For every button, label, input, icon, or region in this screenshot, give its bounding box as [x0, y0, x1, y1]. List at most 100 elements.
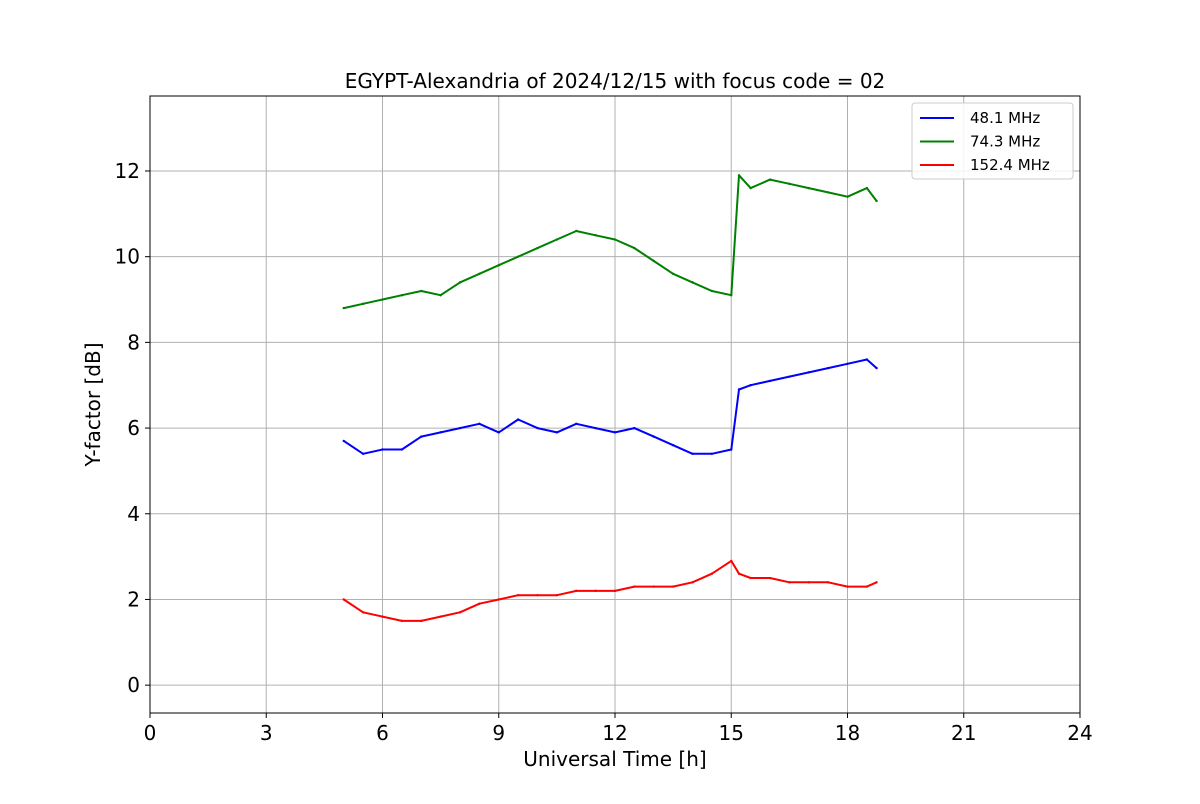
data-point — [768, 379, 772, 383]
data-point — [671, 585, 675, 588]
data-point — [788, 375, 791, 378]
y-tick-label: 6 — [127, 416, 140, 440]
legend-entries: 48.1 MHz 74.3 MHz 152.4 MHz — [920, 109, 1050, 174]
data-point — [691, 281, 694, 284]
data-point — [516, 418, 520, 421]
data-point — [342, 306, 345, 310]
data-point — [846, 585, 849, 588]
data-point — [400, 294, 404, 297]
data-point — [737, 572, 741, 575]
x-tick-label: 6 — [376, 721, 389, 745]
data-point — [613, 238, 617, 241]
legend-label-0: 48.1 MHz — [970, 109, 1040, 127]
legend-label-2: 152.4 MHz — [970, 156, 1050, 174]
series-line-2 — [343, 559, 878, 622]
data-point — [575, 229, 578, 233]
data-point — [613, 431, 617, 434]
data-point — [875, 199, 878, 203]
grid-lines — [149, 96, 1081, 713]
data-point — [458, 281, 462, 284]
y-tick-label: 0 — [127, 673, 140, 697]
data-point — [381, 448, 384, 451]
data-point — [768, 178, 772, 181]
data-point — [865, 186, 869, 190]
x-tick-label: 15 — [719, 721, 744, 745]
data-point — [737, 174, 741, 177]
data-point — [826, 581, 830, 584]
data-point — [536, 426, 539, 430]
data-point — [342, 439, 345, 443]
data-point — [788, 581, 791, 584]
data-point — [439, 615, 442, 618]
data-point — [691, 581, 694, 584]
data-point — [536, 246, 539, 250]
data-point — [575, 589, 578, 593]
data-point — [516, 255, 520, 258]
data-point — [652, 585, 655, 588]
legend: 48.1 MHz 74.3 MHz 152.4 MHz — [911, 102, 1074, 180]
data-point — [633, 585, 636, 588]
data-point — [342, 598, 345, 601]
data-point — [749, 186, 752, 190]
data-point — [730, 559, 733, 563]
x-tick-label: 18 — [835, 721, 860, 745]
x-tick-label: 12 — [602, 721, 627, 745]
data-point — [737, 388, 741, 391]
data-point — [749, 576, 752, 580]
data-point — [730, 448, 733, 451]
data-point — [458, 611, 462, 614]
data-point — [516, 593, 520, 597]
data-point — [749, 384, 752, 387]
data-point — [555, 431, 559, 434]
data-point — [555, 238, 559, 241]
data-point — [575, 422, 578, 425]
y-axis-label: Y-factor [dB] — [81, 342, 105, 467]
data-point — [361, 302, 365, 306]
data-point — [381, 298, 384, 301]
data-point — [361, 452, 365, 455]
data-point — [710, 452, 714, 455]
data-point — [826, 191, 830, 194]
data-point — [691, 452, 694, 455]
data-point — [826, 366, 830, 370]
data-point — [875, 581, 878, 584]
data-point — [807, 186, 810, 190]
data-point — [768, 576, 772, 580]
data-point — [807, 371, 810, 374]
data-point — [788, 182, 791, 186]
data-point — [633, 246, 636, 250]
data-point — [555, 593, 559, 597]
data-point — [710, 289, 714, 293]
data-point — [710, 572, 714, 575]
x-axis-label: Universal Time [h] — [523, 747, 706, 771]
data-point — [497, 264, 500, 267]
data-point — [400, 448, 404, 451]
data-point — [420, 289, 423, 293]
data-point — [478, 422, 481, 425]
x-tick-label: 3 — [260, 721, 273, 745]
data-point — [865, 585, 869, 588]
data-point — [478, 602, 481, 605]
data-point — [536, 593, 539, 597]
y-tick-label: 12 — [115, 159, 140, 183]
data-point — [497, 598, 500, 601]
data-point — [594, 426, 597, 430]
data-point — [807, 581, 810, 584]
data-point — [671, 272, 675, 276]
data-point — [652, 259, 655, 263]
x-tick-label: 24 — [1067, 721, 1092, 745]
data-point — [652, 435, 655, 438]
data-point — [400, 619, 404, 623]
data-point — [875, 366, 878, 370]
data-point — [478, 272, 481, 276]
data-point — [439, 294, 442, 297]
data-point — [594, 234, 597, 237]
y-tick-label: 8 — [127, 330, 140, 354]
series-line-0 — [343, 358, 878, 455]
data-point — [420, 619, 423, 623]
legend-box — [911, 102, 1074, 180]
data-point — [361, 611, 365, 614]
